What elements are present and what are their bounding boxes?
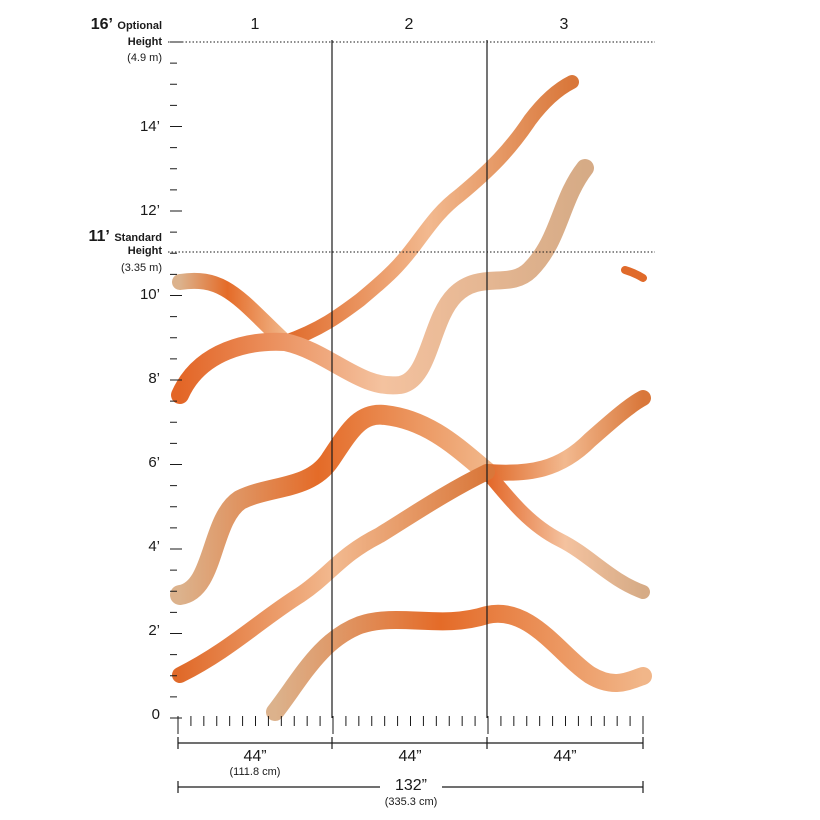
- height-tick-12: 12’: [139, 202, 160, 219]
- optional-height-text: Optional: [117, 20, 162, 32]
- standard-height-metric: (3.35 m): [121, 262, 162, 274]
- brush-strokes: [170, 75, 652, 721]
- panel-number-1: 1: [250, 16, 260, 33]
- optional-height-metric: (4.9 m): [127, 52, 162, 64]
- standard-height-text2: Height: [127, 245, 162, 257]
- height-tick-8: 8’: [148, 370, 160, 387]
- panel-2-width: 44”: [398, 748, 422, 765]
- total-width: 132”: [394, 777, 428, 794]
- height-ruler: [170, 41, 182, 719]
- panel-number-2: 2: [404, 16, 414, 33]
- stroke-top-left: [172, 272, 293, 350]
- stroke-wave-upper: [171, 159, 594, 404]
- stroke-arch: [170, 404, 497, 605]
- standard-height-label: 11’ Standard: [66, 228, 163, 246]
- standard-height-value: 11’: [88, 228, 110, 245]
- panel-1-width: 44”: [243, 748, 267, 765]
- stroke-mid-rising: [172, 464, 495, 683]
- panel-3-width: 44”: [553, 748, 577, 765]
- panel-number-3: 3: [559, 16, 569, 33]
- total-width-metric: (335.3 cm): [384, 796, 438, 808]
- width-ruler: [177, 716, 644, 734]
- stroke-bottom-wave: [266, 604, 652, 721]
- height-tick-14: 14’: [139, 118, 160, 135]
- panel-1-width-metric: (111.8 cm): [229, 766, 281, 778]
- height-tick-4: 4’: [148, 538, 160, 555]
- total-width-dimension: [177, 781, 644, 793]
- height-tick-0: 0: [151, 706, 160, 723]
- optional-height-value: 16’: [90, 16, 113, 33]
- height-tick-10: 10’: [139, 286, 160, 303]
- stroke-right-rising: [479, 390, 651, 481]
- stroke-right-edge-bit: [621, 266, 647, 282]
- stroke-top-rising: [278, 75, 579, 349]
- height-tick-2: 2’: [148, 622, 160, 639]
- height-tick-6: 6’: [148, 454, 160, 471]
- standard-height-text: Standard: [114, 232, 162, 244]
- panel-width-dimensions: [177, 737, 644, 749]
- stroke-right-falling: [480, 465, 650, 599]
- optional-height-text2: Height: [127, 36, 162, 48]
- optional-height-label: 16’ Optional: [78, 16, 162, 34]
